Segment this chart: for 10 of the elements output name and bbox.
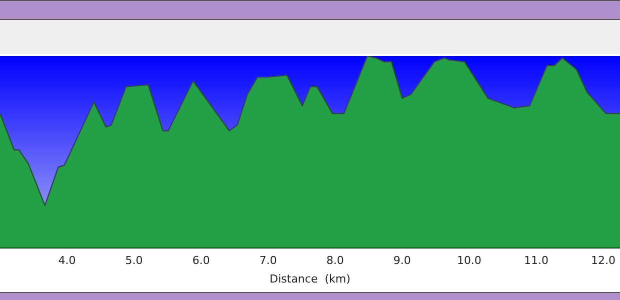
x-tick-label: 9.0 xyxy=(393,254,411,268)
x-axis-title: Distance (km) xyxy=(270,272,350,286)
x-tick-label: 12.0 xyxy=(590,254,616,268)
x-tick-label: 11.0 xyxy=(524,254,548,268)
x-tick-label: 7.0 xyxy=(259,254,277,268)
x-tick-label: 5.0 xyxy=(125,254,143,268)
x-tick-label: 6.0 xyxy=(192,254,210,268)
x-tick-label: 4.0 xyxy=(58,254,76,268)
x-tick-label: 8.0 xyxy=(326,254,344,268)
x-tick-label: 10.0 xyxy=(456,254,482,268)
